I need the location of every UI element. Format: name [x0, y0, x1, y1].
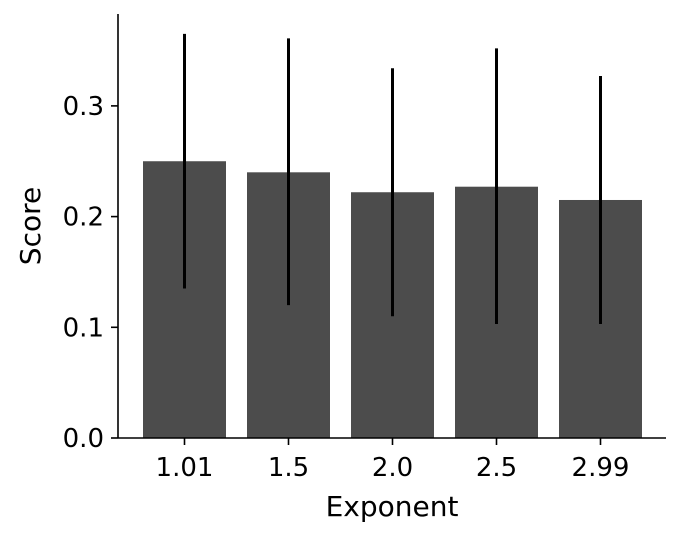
x-tick-label: 1.5: [268, 453, 309, 483]
x-ticks: 1.01 1.5 2.0 2.5 2.99: [156, 438, 630, 483]
y-axis-label: Score: [14, 187, 47, 265]
x-axis-label: Exponent: [326, 490, 459, 523]
x-tick-label: 2.0: [372, 453, 413, 483]
error-bars-layer: [183, 33, 602, 324]
y-tick-label: 0.1: [63, 313, 104, 343]
y-tick-label: 0.0: [63, 424, 104, 454]
x-tick-label: 2.5: [476, 453, 517, 483]
y-tick-label: 0.3: [63, 92, 104, 122]
y-ticks: 0.0 0.1 0.2 0.3: [63, 92, 118, 454]
x-tick-label: 1.01: [156, 453, 214, 483]
x-tick-label: 2.99: [572, 453, 630, 483]
y-tick-label: 0.2: [63, 203, 104, 233]
